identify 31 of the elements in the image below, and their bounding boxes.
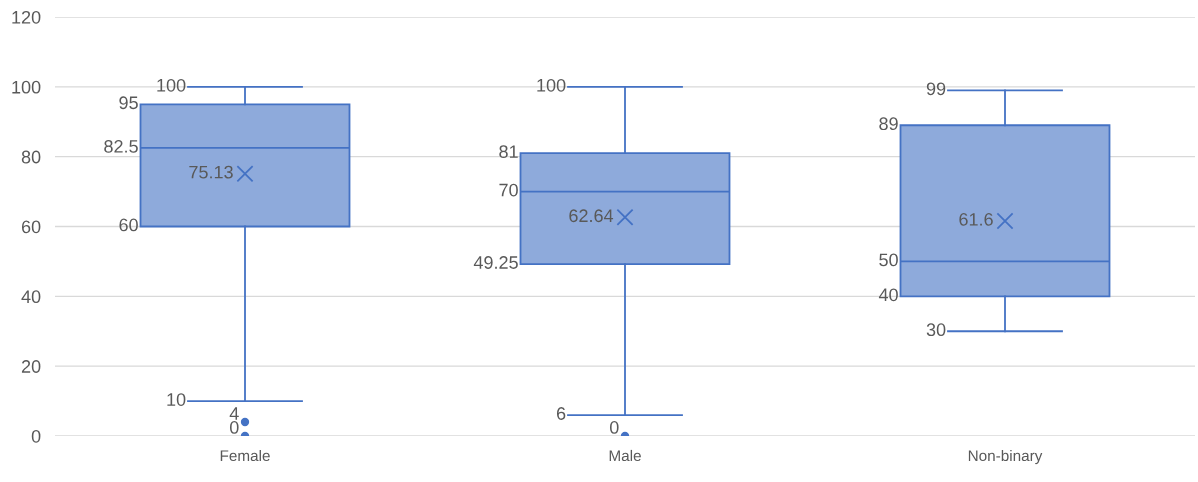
- annotation: 60: [119, 218, 138, 232]
- x-tick-label: Non-binary: [968, 449, 1043, 465]
- annotation: 99: [926, 82, 946, 96]
- annotation: 4: [229, 407, 239, 420]
- annotation: 75.13: [189, 165, 233, 179]
- x-tick-label: Male: [609, 449, 641, 462]
- annotation: 81: [499, 145, 518, 159]
- annotation: 62.64: [569, 209, 614, 223]
- y-tick-label: 20: [21, 360, 41, 373]
- annotation: 61.6: [959, 212, 993, 226]
- y-tick-label: 120: [12, 10, 41, 24]
- annotation: 82.5: [104, 140, 138, 153]
- annotation: 0: [609, 421, 619, 434]
- annotation: 49.25: [473, 256, 518, 269]
- y-tick-label: 100: [12, 80, 41, 94]
- annotation: 100: [537, 78, 566, 92]
- annotation: 6: [556, 407, 566, 420]
- annotation: 30: [926, 323, 946, 337]
- y-tick-label: 80: [21, 150, 41, 164]
- x-tick-label: Female: [220, 449, 270, 462]
- annotation: 0: [229, 421, 239, 434]
- annotation: 89: [879, 117, 898, 131]
- y-tick-label: 40: [21, 290, 41, 304]
- annotation: 70: [499, 183, 518, 197]
- y-tick-label: 60: [21, 220, 41, 234]
- annotation: 50: [879, 253, 898, 267]
- y-tick-label: 0: [31, 429, 41, 443]
- annotation: 10: [167, 393, 186, 406]
- annotation: 95: [119, 96, 138, 110]
- annotation: 40: [878, 288, 898, 302]
- annotation: 100: [157, 78, 186, 92]
